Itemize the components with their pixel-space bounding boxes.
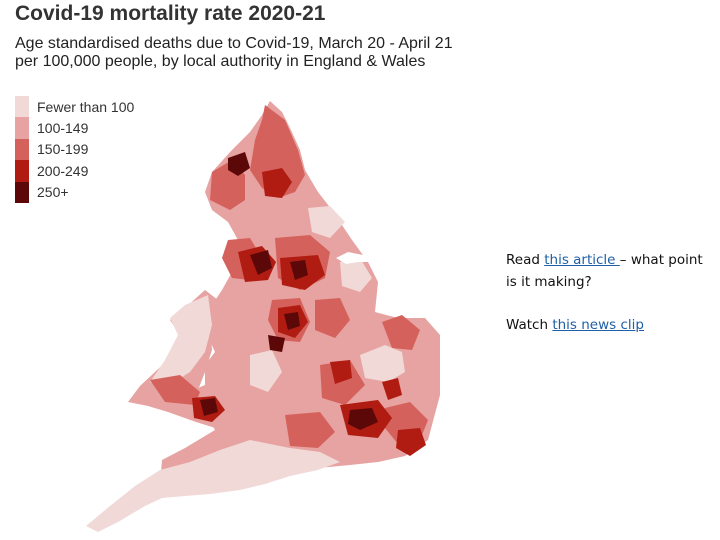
legend-label: 200-249 [37,162,89,179]
legend-swatch [15,181,29,203]
humber-estuary [336,252,374,264]
map-legend: Fewer than 100 100-149 150-199 200-249 2… [15,96,134,203]
south-wales-band [150,375,200,405]
home-counties-band [320,360,365,405]
manchester-core [290,260,308,280]
legend-item-100-149: 100-149 [15,117,134,139]
read-suffix: – what point is it making? [506,252,703,290]
tyneside-hotspot [262,168,292,198]
legend-swatch [15,117,29,139]
legend-item-250-plus: 250+ [15,181,134,203]
subtitle-line-2: per 100,000 people, by local authority i… [15,53,426,70]
cumbria-hotspot [228,152,250,176]
lincolnshire-light-area [340,258,372,292]
lancashire-core [250,250,272,275]
legend-label: Fewer than 100 [37,98,135,115]
instructions-panel: Read this article – what point is it mak… [506,249,706,357]
leicester-core [268,335,285,352]
south-wales-core [200,398,218,416]
east-anglia-light-area [360,345,405,382]
subtitle-line-1: Age standardised deaths due to Covid-19,… [15,35,453,52]
map-title: Covid-19 mortality rate 2020-21 [15,2,326,25]
news-clip-link[interactable]: this news clip [552,317,644,333]
east-midlands-band [315,298,350,338]
mid-wales-light-area [150,295,212,386]
read-instruction: Read this article – what point is it mak… [506,249,706,293]
watch-prefix: Watch [506,317,553,333]
watch-instruction: Watch this news clip [506,314,706,336]
legend-swatch [15,138,29,161]
legend-swatch [15,96,29,118]
map-subtitle: Age standardised deaths due to Covid-19,… [15,35,453,71]
birmingham-core [284,312,300,330]
dorset-band [285,412,335,448]
london-core [348,408,378,430]
essex-band [382,315,420,350]
legend-label: 250+ [37,184,69,201]
essex-hotspot [382,378,402,400]
legend-label: 150-199 [37,141,89,158]
kent-east-hotspot [396,428,426,456]
legend-item-150-199: 150-199 [15,138,134,161]
north-yorkshire-light-area [308,206,345,238]
read-prefix: Read [506,252,545,268]
legend-label: 100-149 [37,120,89,137]
south-west-light-area [86,440,340,532]
legend-item-fewer-than-100: Fewer than 100 [15,96,135,118]
england-wales-choropleth-map [86,101,440,532]
midlands-light-area [250,350,282,392]
article-link[interactable]: this article [544,252,620,268]
luton-hotspot [330,360,352,384]
legend-item-200-249: 200-249 [15,160,134,182]
legend-swatch [15,160,29,182]
